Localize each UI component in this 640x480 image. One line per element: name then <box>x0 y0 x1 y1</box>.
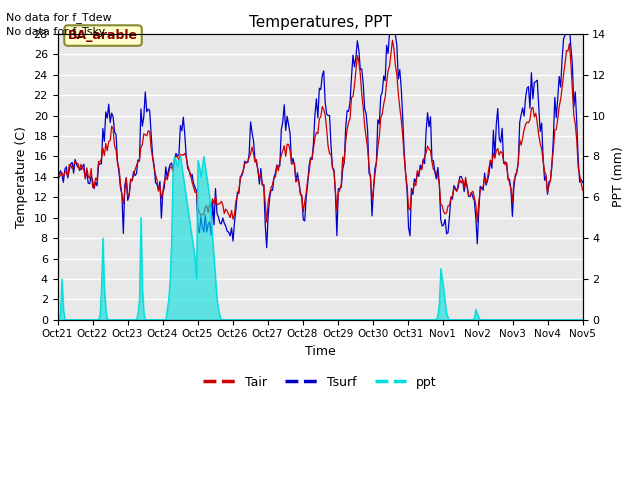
Y-axis label: Temperature (C): Temperature (C) <box>15 126 28 228</box>
X-axis label: Time: Time <box>305 345 335 358</box>
Text: No data for f_Tdew: No data for f_Tdew <box>6 12 112 23</box>
Text: No data for f_Tsky: No data for f_Tsky <box>6 26 106 37</box>
Legend: Tair, Tsurf, ppt: Tair, Tsurf, ppt <box>198 371 442 394</box>
Y-axis label: PPT (mm): PPT (mm) <box>612 146 625 207</box>
Title: Temperatures, PPT: Temperatures, PPT <box>248 15 392 30</box>
Text: BA_arable: BA_arable <box>68 29 138 42</box>
